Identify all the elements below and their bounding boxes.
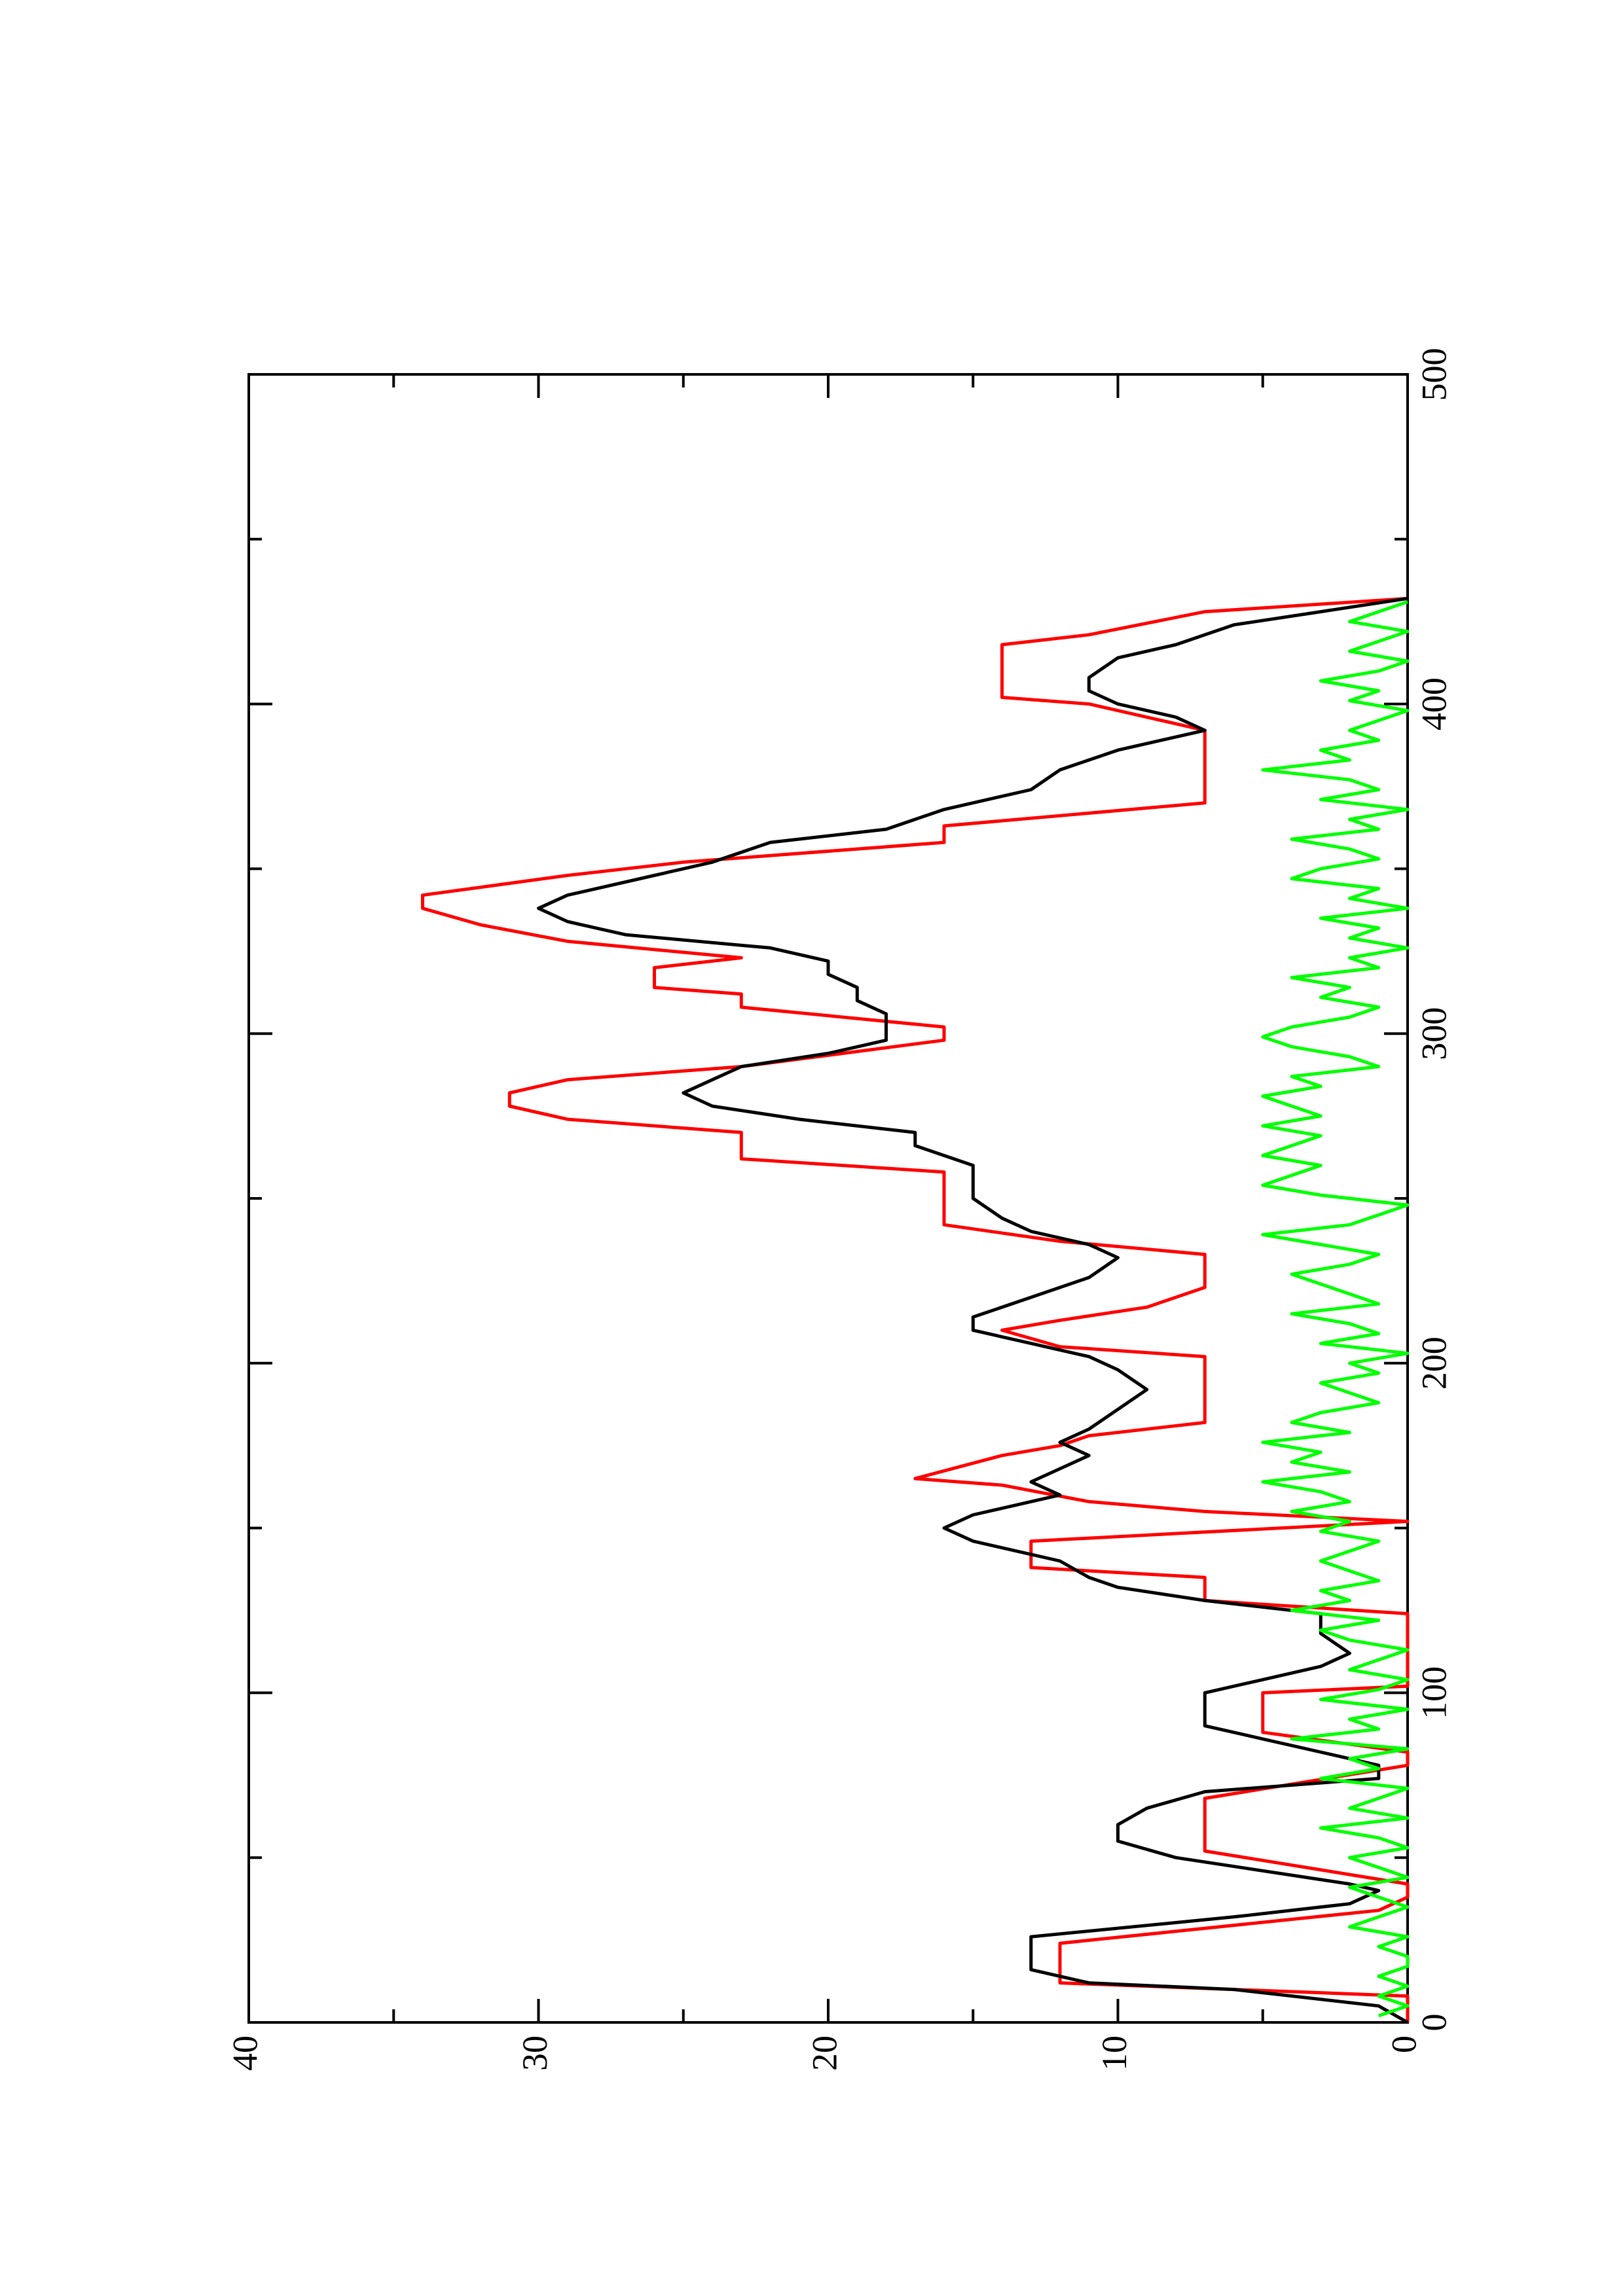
x-tick-label: 500 (1414, 348, 1453, 401)
y-axis-ticks: 0 10 20 30 40 (225, 374, 1423, 2071)
series-line-1 (421, 596, 1410, 2022)
x-tick-label: 200 (1414, 1336, 1453, 1390)
y-tick-label: 0 (1384, 2036, 1423, 2053)
series-line-2 (537, 596, 1409, 2024)
y-tick-label: 10 (1095, 2036, 1134, 2071)
series-layer (421, 596, 1410, 2024)
y-tick-label: 40 (225, 2036, 264, 2071)
x-tick-label: 0 (1414, 2014, 1453, 2032)
plot-frame (247, 373, 1409, 2024)
y-tick-label: 30 (515, 2036, 555, 2071)
x-tick-label: 300 (1414, 1007, 1453, 1060)
y-tick-label: 20 (805, 2036, 844, 2071)
x-tick-label: 100 (1414, 1666, 1453, 1719)
x-axis-ticks: 0 100 200 300 400 500 (249, 348, 1453, 2032)
x-tick-label: 400 (1414, 677, 1453, 730)
series-line-3 (1261, 600, 1410, 2018)
